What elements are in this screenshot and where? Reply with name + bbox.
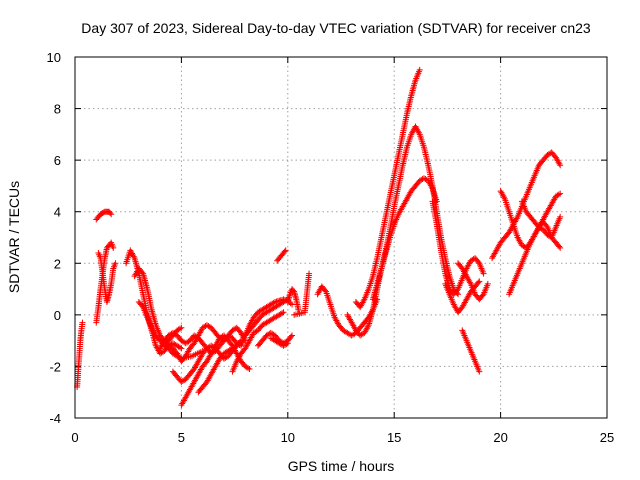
chart-title: Day 307 of 2023, Sidereal Day-to-day VTE…: [81, 20, 591, 36]
data-point: [178, 345, 185, 352]
data-point: [295, 306, 302, 313]
y-tick-label: 0: [54, 308, 61, 323]
series-sat-u: [344, 123, 419, 339]
series-sat-af: [518, 198, 564, 241]
data-point: [270, 299, 277, 306]
y-axis-label: SDTVAR / TECUs: [6, 181, 22, 293]
series-sat-n: [242, 296, 291, 339]
series-sat-p: [267, 335, 291, 349]
data-point: [557, 190, 564, 197]
data-point: [108, 211, 115, 218]
data-point: [232, 343, 239, 350]
data-point: [246, 366, 253, 373]
data-point: [475, 279, 482, 286]
x-tick-label: 15: [387, 430, 401, 445]
data-point: [284, 340, 291, 347]
data-point: [480, 270, 487, 277]
data-point: [233, 342, 240, 349]
series-sat-d: [95, 249, 119, 305]
data-point: [283, 341, 290, 348]
data-point: [178, 324, 185, 331]
data-point: [287, 333, 294, 340]
data-point: [282, 247, 289, 254]
data-point: [416, 66, 423, 73]
x-tick-label: 5: [178, 430, 185, 445]
data-point: [110, 244, 117, 251]
grid: [75, 57, 607, 418]
data-point: [289, 301, 296, 308]
x-tick-label: 25: [600, 430, 614, 445]
x-tick-label: 10: [281, 430, 295, 445]
data-point: [281, 248, 288, 255]
data-point: [289, 332, 296, 339]
data-point: [237, 337, 244, 344]
data-point: [555, 191, 562, 198]
data-point: [176, 344, 183, 351]
data-point: [557, 213, 564, 220]
data-point: [112, 260, 119, 267]
data-point: [479, 292, 486, 299]
series-sat-g: [135, 298, 185, 349]
series-sat-v: [352, 66, 423, 311]
data-point: [176, 325, 183, 332]
data-point: [453, 287, 460, 294]
data-point: [139, 269, 146, 276]
data-points: [74, 66, 564, 409]
data-point: [543, 222, 550, 229]
y-tick-label: 10: [47, 50, 61, 65]
series-sat-aa: [455, 260, 491, 303]
series-sat-l: [195, 342, 240, 396]
series-sat-m: [229, 309, 287, 375]
series-sat-s: [291, 270, 313, 318]
series-sat-ab: [459, 327, 483, 375]
plot-frame: [74, 56, 608, 419]
y-tick-label: 4: [54, 205, 61, 220]
data-point: [306, 270, 313, 277]
x-tick-label: 20: [493, 430, 507, 445]
x-axis-label: GPS time / hours: [288, 458, 395, 474]
series-sat-b: [93, 208, 115, 223]
series-sat-f: [131, 265, 206, 362]
axis-ticks: [74, 56, 608, 419]
data-point: [475, 258, 482, 265]
y-tick-label: 6: [54, 153, 61, 168]
data-point: [79, 319, 86, 326]
y-tick-label: 2: [54, 256, 61, 271]
x-tick-labels: 0 5 10 15 20 25: [71, 430, 614, 445]
y-tick-label: -4: [49, 411, 61, 426]
series-sat-a: [74, 319, 86, 391]
data-point: [290, 287, 297, 294]
data-point: [476, 368, 483, 375]
x-tick-label: 0: [71, 430, 78, 445]
series-sat-ac: [489, 149, 564, 262]
data-point: [484, 280, 491, 287]
data-point: [107, 210, 114, 217]
data-point: [139, 302, 146, 309]
data-point: [279, 310, 286, 317]
y-tick-labels: -4 -2 0 2 4 6 8 10: [47, 50, 61, 426]
series-sat-r: [284, 286, 302, 313]
y-tick-label: 8: [54, 102, 61, 117]
data-point: [557, 162, 564, 169]
data-point: [280, 309, 287, 316]
data-point: [322, 287, 329, 294]
data-point: [476, 278, 483, 285]
data-point: [245, 365, 252, 372]
data-point: [556, 243, 563, 250]
series-sat-x: [412, 123, 462, 298]
data-point: [557, 244, 564, 251]
series-sat-q: [274, 247, 289, 264]
y-tick-label: -2: [49, 359, 61, 374]
data-point: [236, 338, 243, 345]
